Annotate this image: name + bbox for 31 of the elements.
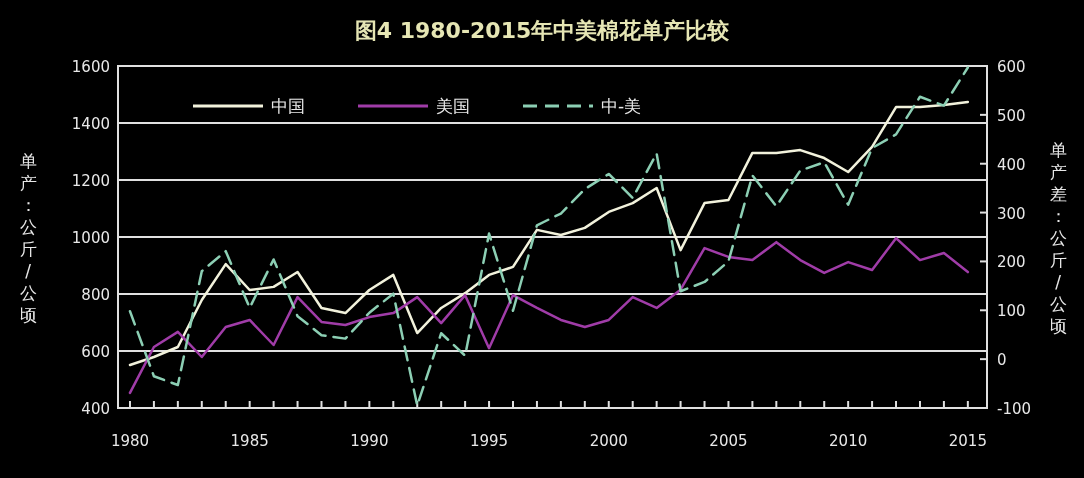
x-tick-label: 1980 [110, 432, 150, 450]
x-tick-label: 1990 [350, 432, 389, 450]
y-tick-label: 1000 [71, 229, 110, 247]
y2-tick-label: 300 [997, 204, 1026, 223]
y2-tick-label: 100 [997, 302, 1026, 321]
line-series [128, 66, 970, 407]
x-tick-label: 2000 [589, 432, 628, 450]
y2-tick-label: 200 [997, 253, 1026, 272]
y-tick-label: 1400 [71, 115, 110, 133]
chart-title: 图4 1980-2015年中美棉花单产比较 [354, 18, 731, 43]
y-tick-label: 400 [81, 400, 110, 418]
legend-label: 美国 [436, 96, 470, 116]
line-series [128, 236, 970, 395]
x-tick-label: 1995 [469, 432, 509, 450]
legend-label: 中国 [271, 96, 305, 116]
x-tick-label: 1985 [230, 432, 269, 450]
y2-tick-label: 600 [997, 58, 1026, 76]
y-tick-label: 1600 [71, 58, 110, 76]
y-tick-label: 600 [81, 343, 110, 361]
legend-label: 中-美 [601, 96, 642, 116]
y2-tick-label: -100 [997, 400, 1032, 418]
x-tick-label: 2015 [948, 432, 987, 450]
x-tick-label: 2010 [829, 432, 868, 450]
y-tick-label: 1200 [71, 172, 110, 190]
y2-tick-label: 0 [997, 351, 1007, 370]
y-axis-title: 单产：公斤/公顷 [19, 151, 37, 325]
text: 单产差：公斤/公顷 [1049, 140, 1067, 336]
y-tick-label: 800 [81, 286, 110, 304]
y2-tick-label: 400 [997, 155, 1026, 174]
y2-tick-label: 500 [997, 106, 1026, 125]
x-tick-label: 2005 [709, 432, 748, 450]
